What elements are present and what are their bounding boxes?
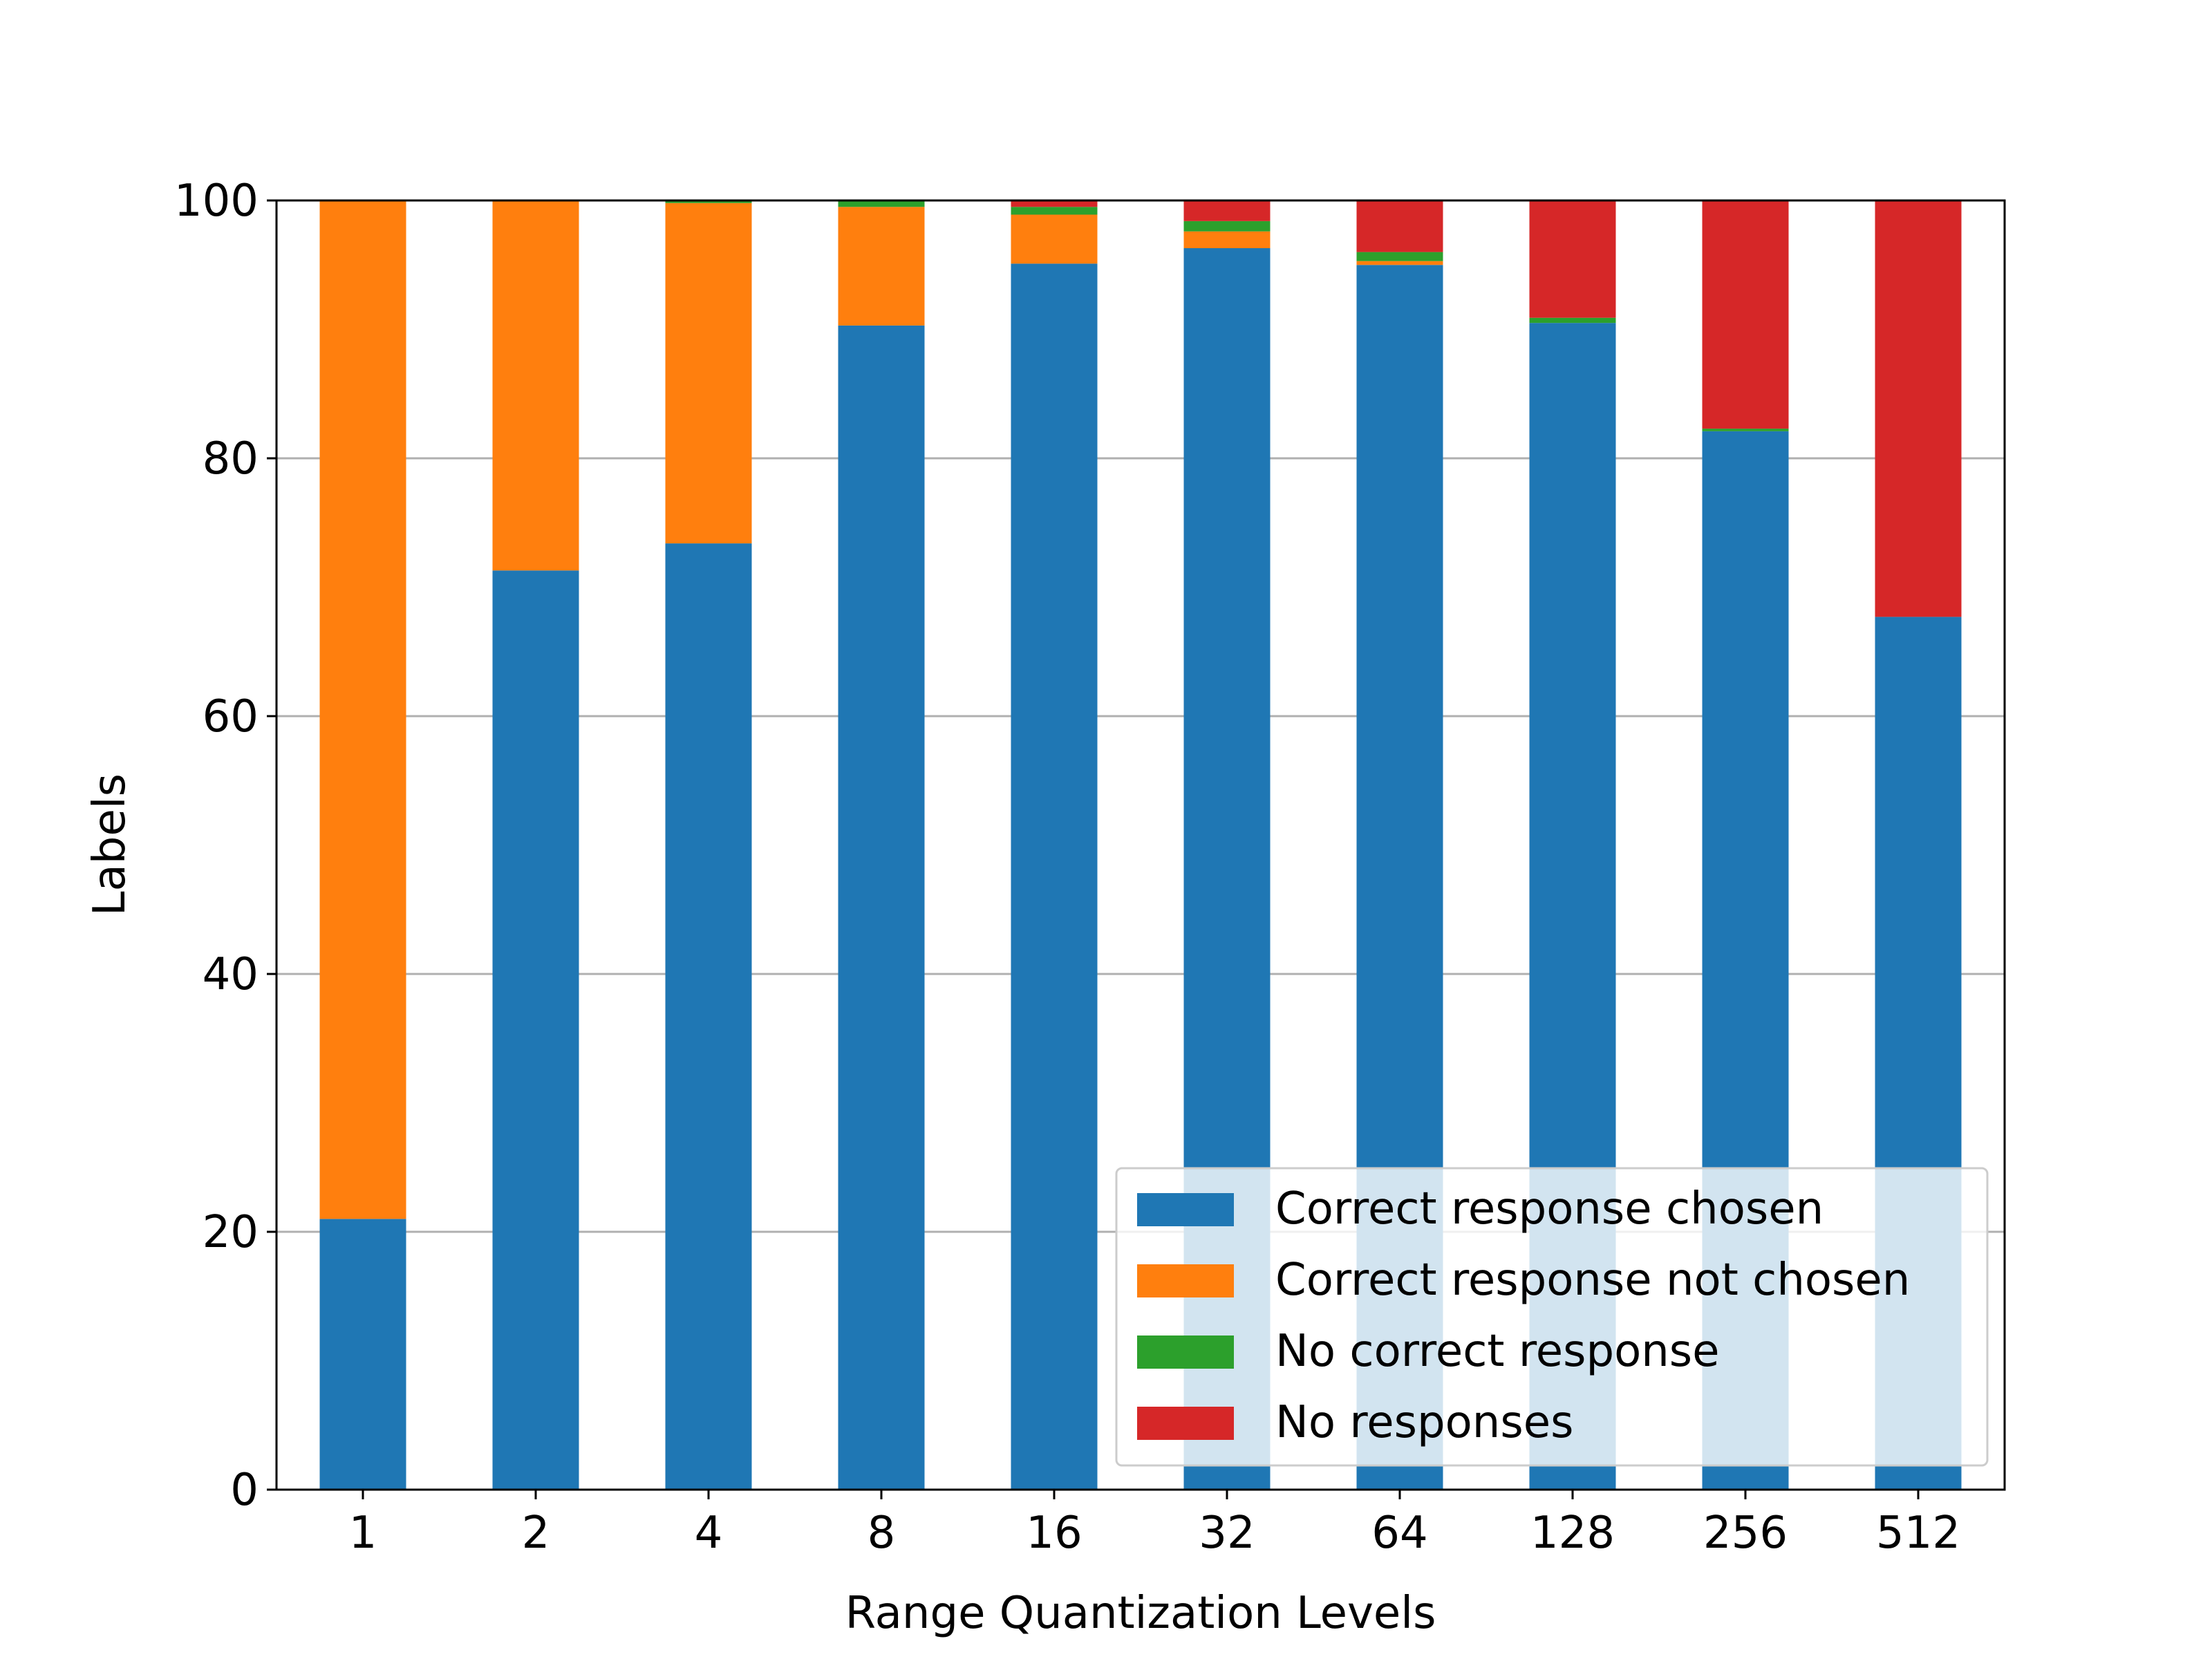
bar-segment [1183,231,1271,249]
bar-segment [319,200,406,1219]
legend-entry-label: No correct response [1275,1326,1720,1377]
x-tick-label: 1 [349,1508,377,1559]
legend: Correct response chosen Correct response … [1115,1167,1989,1467]
x-tick-label: 64 [1371,1508,1427,1559]
bar-segment [1702,200,1789,429]
bar-segment [838,207,925,326]
y-tick-label: 100 [174,176,259,227]
plot-frame [275,199,2006,1491]
legend-box [1115,1167,1989,1467]
y-tick-label: 20 [203,1207,259,1258]
legend-swatch [1137,1335,1234,1369]
bars [319,200,1962,1490]
bar-segment [665,200,752,203]
x-tick-label: 512 [1876,1508,1960,1559]
y-tick-label: 60 [203,691,259,742]
legend-entry-label: Correct response not chosen [1275,1255,1910,1306]
legend-entry-label: No responses [1275,1397,1573,1448]
y-tick-label: 0 [230,1465,259,1516]
y-tick-label: 80 [203,433,259,485]
bar-segment [1183,221,1271,232]
y-axis-label: Labels [84,774,135,916]
y-axis-ticks: 0 20 40 60 80 100 [174,176,276,1516]
bar-segment [1356,261,1443,265]
x-axis-ticks: 1 2 4 8 16 32 64 128 256 512 [349,1490,1960,1559]
x-axis-label: Range Quantization Levels [845,1588,1436,1639]
bar-segment [492,570,579,1490]
legend-swatch [1137,1193,1234,1226]
bar-segment [1011,207,1098,215]
x-tick-label: 2 [522,1508,550,1559]
bar-segment [665,203,752,544]
x-tick-label: 128 [1530,1508,1615,1559]
bar-segment [492,200,579,571]
bar-segment [838,200,925,207]
legend-swatch [1137,1407,1234,1440]
bar-segment [1011,214,1098,264]
x-tick-label: 8 [868,1508,896,1559]
y-tick-label: 40 [203,949,259,1000]
legend-entry-label: Correct response chosen [1275,1183,1824,1235]
bar-segment [1356,252,1443,261]
bar-segment [319,1219,406,1490]
x-tick-label: 256 [1703,1508,1788,1559]
bar-segment [1183,200,1271,221]
x-tick-label: 4 [695,1508,723,1559]
legend-swatch [1137,1264,1234,1297]
bar-segment [1702,429,1789,431]
x-tick-label: 32 [1199,1508,1255,1559]
bar-segment [1529,200,1616,318]
bar-segment [1356,200,1443,252]
bar-segment [838,325,925,1490]
x-tick-label: 16 [1026,1508,1082,1559]
bar-segment [1011,200,1098,207]
bar-segment [1875,200,1962,617]
bar-segment [1529,317,1616,324]
bar-segment [665,543,752,1490]
bar-segment [1011,263,1098,1490]
